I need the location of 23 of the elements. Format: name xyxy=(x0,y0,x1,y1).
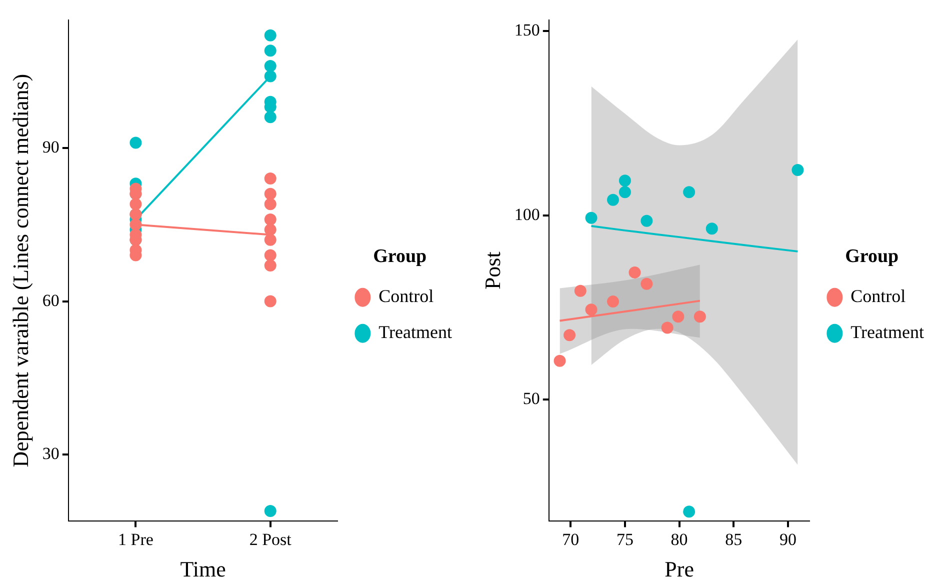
x-tick-label: 2 Post xyxy=(249,530,292,549)
x-tick-label: 85 xyxy=(725,530,742,549)
x-axis-title: Pre xyxy=(664,556,694,582)
y-tick-label: 50 xyxy=(522,389,540,408)
y-tick-label: 90 xyxy=(42,137,60,156)
y-tick-label: 60 xyxy=(42,290,60,310)
legend-label: Control xyxy=(850,286,906,306)
legend-label: Treatment xyxy=(850,322,924,342)
y-tick-label: 100 xyxy=(514,204,540,224)
legend-title: Group xyxy=(845,246,899,268)
y-axis-title: Post xyxy=(480,252,505,290)
x-tick-label: 80 xyxy=(670,530,688,549)
x-tick-label: 70 xyxy=(562,530,580,549)
legend-label: Treatment xyxy=(378,322,452,342)
y-tick-label: 30 xyxy=(42,444,60,464)
x-axis-title: Time xyxy=(180,556,226,582)
legend-title: Group xyxy=(373,246,427,268)
x-tick-label: 75 xyxy=(616,530,634,549)
x-tick-label: 1 Pre xyxy=(118,530,154,549)
x-tick-label: 90 xyxy=(779,530,796,549)
y-tick-label: 150 xyxy=(514,20,540,40)
legend-label: Control xyxy=(378,286,434,306)
y-axis-title: Dependent varaible (Lines connect medians) xyxy=(8,74,33,468)
